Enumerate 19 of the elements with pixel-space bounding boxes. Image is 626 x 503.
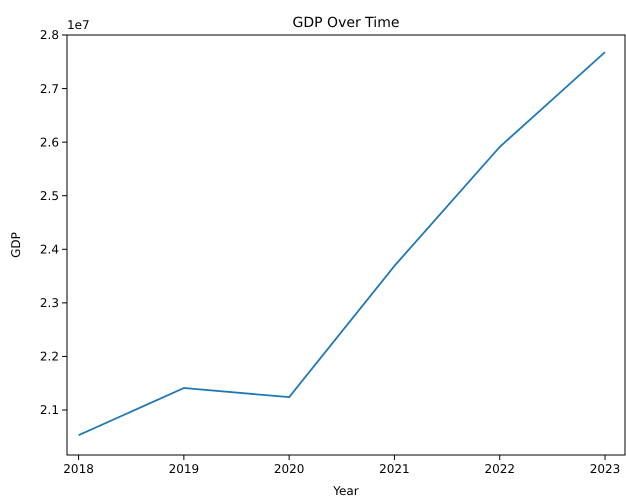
y-tick-label: 2.2 <box>40 350 59 364</box>
x-tick-label: 2018 <box>63 462 94 476</box>
x-tick-label: 2019 <box>168 462 200 476</box>
y-tick-label: 2.7 <box>40 82 59 96</box>
x-tick-label: 2023 <box>590 462 620 476</box>
text: 1e7 <box>67 18 90 32</box>
y-tick-label: 2.5 <box>40 188 59 203</box>
x-axis-title: Year <box>332 484 359 498</box>
x-tick-label: 2021 <box>379 462 410 476</box>
y-tick-label: 2.8 <box>40 28 59 42</box>
y-tick-label: 2.4 <box>40 242 59 256</box>
line-series <box>78 51 606 436</box>
y-axis-title: GDP <box>9 232 23 258</box>
y-tick-label: 2.1 <box>40 403 59 418</box>
x-tick-label: 2022 <box>484 462 515 476</box>
y-tick-label: 2.3 <box>40 296 59 310</box>
y-tick-label: 2.6 <box>40 135 59 150</box>
chart-title: GDP Over Time <box>292 15 400 31</box>
x-tick-label: 2020 <box>274 462 304 476</box>
